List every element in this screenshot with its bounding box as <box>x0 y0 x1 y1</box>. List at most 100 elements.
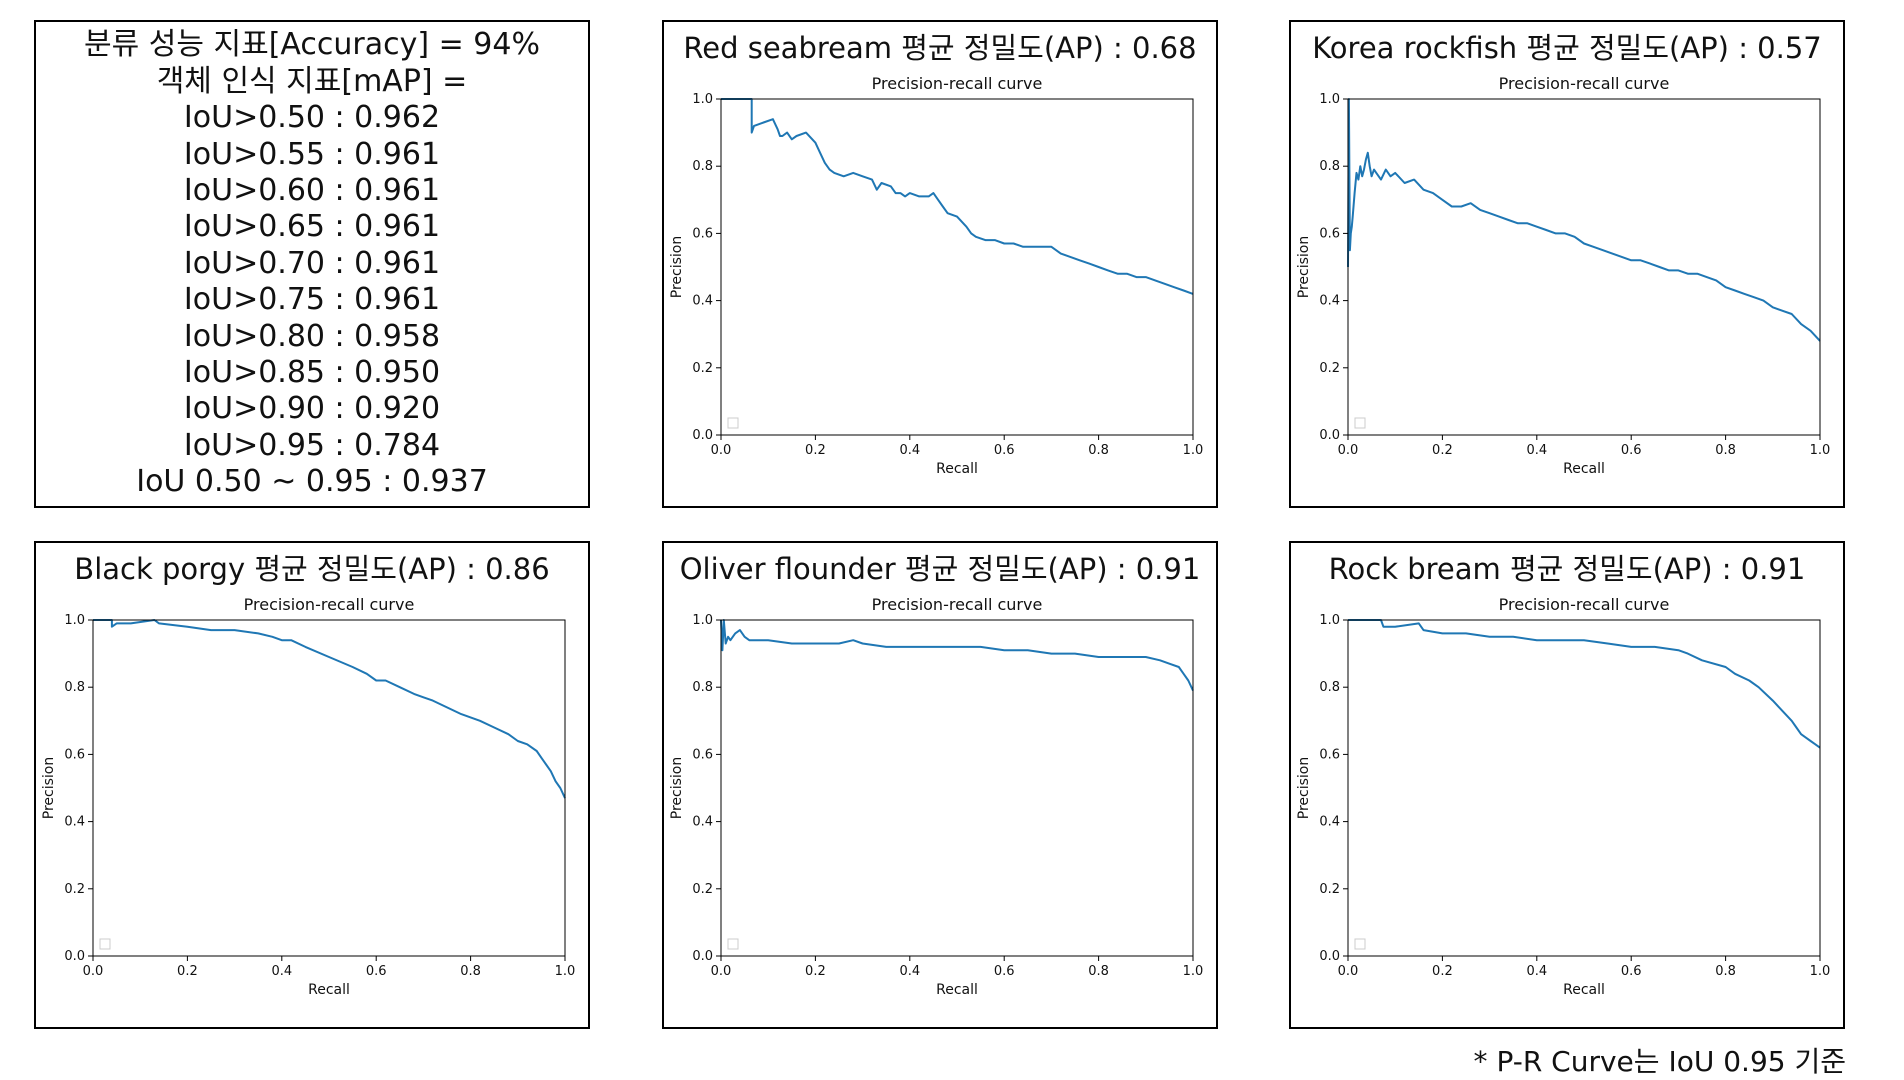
y-tick-label: 0.8 <box>1319 159 1340 174</box>
y-axis-label: Precision <box>1296 236 1312 298</box>
y-tick-label: 0.6 <box>1319 226 1340 241</box>
pr-curve-chart: Precision-recall curve 0.0 0.2 0.4 0.6 0.8 1.0… <box>1296 74 1831 477</box>
x-tick-label: 0.2 <box>1432 443 1453 458</box>
x-tick-label: 0.4 <box>1526 443 1547 458</box>
pr-curve-line <box>93 619 566 799</box>
metric-line: IoU>0.90 : 0.920 <box>183 391 441 427</box>
y-axis-label: Precision <box>1296 757 1312 819</box>
x-tick-label: 0.2 <box>1432 964 1453 979</box>
x-tick-label: 0.4 <box>1526 964 1547 979</box>
metric-line: 객체 인식 지표[mAP] = <box>156 63 468 99</box>
metric-line: IoU>0.50 : 0.962 <box>183 100 441 136</box>
x-tick-label: 0.8 <box>1715 443 1736 458</box>
metric-line: IoU>0.60 : 0.961 <box>183 172 441 208</box>
y-tick-label: 1.0 <box>64 613 85 628</box>
x-axis-label: Recall <box>936 461 978 477</box>
x-axis-label: Recall <box>308 982 350 998</box>
x-tick-label: 0.6 <box>1621 443 1642 458</box>
y-tick-label: 0.2 <box>692 361 713 376</box>
x-tick-label: 0.8 <box>460 964 481 979</box>
metric-line: IoU>0.80 : 0.958 <box>183 318 441 354</box>
metric-line: IoU>0.95 : 0.784 <box>183 427 441 463</box>
pr-curve-line <box>721 98 1194 295</box>
y-axis-label: Precision <box>669 236 685 298</box>
x-tick-label: 0.8 <box>1088 964 1109 979</box>
x-tick-label: 0.6 <box>1621 964 1642 979</box>
metric-line: 분류 성능 지표[Accuracy] = 94% <box>84 27 540 63</box>
chart-title: Precision-recall curve <box>244 595 415 614</box>
x-tick-label: 0.6 <box>366 964 387 979</box>
panel-title: Rock bream 평균 정밀도(AP) : 0.91 <box>1289 541 1845 592</box>
x-tick-label: 0.2 <box>177 964 198 979</box>
axes-frame <box>1347 619 1821 957</box>
legend-box <box>1354 417 1366 429</box>
chart-title: Precision-recall curve <box>872 74 1043 93</box>
x-tick-label: 0.0 <box>1338 964 1359 979</box>
pr-curve-chart: Precision-recall curve 0.0 0.2 0.4 0.6 0.8 1.0… <box>669 74 1203 477</box>
legend-box <box>727 938 739 950</box>
axes-frame <box>720 98 1194 436</box>
metrics-panel: 분류 성능 지표[Accuracy] = 94% 객체 인식 지표[mAP] = I… <box>34 20 590 508</box>
y-tick-label: 0.2 <box>1319 361 1340 376</box>
metric-line: IoU>0.70 : 0.961 <box>183 245 441 281</box>
x-tick-label: 0.4 <box>271 964 292 979</box>
y-tick-label: 0.0 <box>692 428 713 443</box>
legend-box <box>99 938 111 950</box>
axes-frame <box>720 619 1194 957</box>
y-tick-label: 0.6 <box>692 747 713 762</box>
metric-line: IoU>0.75 : 0.961 <box>183 282 441 318</box>
x-tick-label: 0.0 <box>1338 443 1359 458</box>
footnote: * P-R Curve는 IoU 0.95 기준 <box>1473 1045 1846 1078</box>
legend-box <box>727 417 739 429</box>
x-tick-label: 0.2 <box>805 443 826 458</box>
x-axis-label: Recall <box>1563 461 1605 477</box>
x-tick-label: 0.4 <box>899 443 920 458</box>
x-tick-label: 0.6 <box>994 443 1015 458</box>
chart-area: Precision-recall curve 0.0 0.2 0.4 0.6 0.8 1.0… <box>662 69 1218 508</box>
metric-line: IoU>0.85 : 0.950 <box>183 355 441 391</box>
pr-curve-line <box>1348 619 1821 749</box>
y-tick-label: 0.6 <box>692 226 713 241</box>
x-tick-label: 0.8 <box>1715 964 1736 979</box>
pr-curve-chart: Precision-recall curve 0.0 0.2 0.4 0.6 0.8 1.0… <box>1296 595 1831 998</box>
chart-area: Precision-recall curve 0.0 0.2 0.4 0.6 0.8 1.0… <box>1289 590 1845 1029</box>
x-tick-label: 0.6 <box>994 964 1015 979</box>
chart-title: Precision-recall curve <box>1499 74 1670 93</box>
metric-line: IoU>0.55 : 0.961 <box>183 136 441 172</box>
chart-title: Precision-recall curve <box>872 595 1043 614</box>
chart-area: Precision-recall curve 0.0 0.2 0.4 0.6 0.8 1.0… <box>34 590 590 1029</box>
panel-title: Oliver flounder 평균 정밀도(AP) : 0.91 <box>662 541 1218 592</box>
chart-area: Precision-recall curve 0.0 0.2 0.4 0.6 0.8 1.0… <box>662 590 1218 1029</box>
y-tick-label: 1.0 <box>692 613 713 628</box>
pr-curve-chart: Precision-recall curve 0.0 0.2 0.4 0.6 0.8 1.0… <box>41 595 575 998</box>
x-tick-label: 0.4 <box>899 964 920 979</box>
pr-curve-line <box>720 619 1194 692</box>
y-tick-label: 0.4 <box>692 815 713 830</box>
x-tick-label: 0.0 <box>711 443 732 458</box>
axes-frame <box>1347 98 1821 436</box>
x-tick-label: 1.0 <box>1183 964 1204 979</box>
x-axis-label: Recall <box>936 982 978 998</box>
x-tick-label: 0.0 <box>83 964 104 979</box>
panel-title: Red seabream 평균 정밀도(AP) : 0.68 <box>662 20 1218 71</box>
y-axis-label: Precision <box>669 757 685 819</box>
x-tick-label: 1.0 <box>1810 964 1831 979</box>
axes-frame <box>92 619 566 957</box>
pr-curve-line <box>1347 98 1821 342</box>
y-tick-label: 0.4 <box>692 294 713 309</box>
y-tick-label: 0.6 <box>1319 747 1340 762</box>
x-tick-label: 1.0 <box>1810 443 1831 458</box>
y-tick-label: 0.6 <box>64 747 85 762</box>
y-tick-label: 0.4 <box>1319 815 1340 830</box>
x-axis-label: Recall <box>1563 982 1605 998</box>
y-tick-label: 1.0 <box>1319 92 1340 107</box>
y-tick-label: 0.0 <box>692 949 713 964</box>
y-axis-label: Precision <box>41 757 57 819</box>
y-tick-label: 1.0 <box>692 92 713 107</box>
chart-title: Precision-recall curve <box>1499 595 1670 614</box>
y-tick-label: 0.2 <box>692 882 713 897</box>
x-tick-label: 0.8 <box>1088 443 1109 458</box>
metric-line: IoU>0.65 : 0.961 <box>183 209 441 245</box>
y-tick-label: 0.8 <box>692 159 713 174</box>
y-tick-label: 1.0 <box>1319 613 1340 628</box>
